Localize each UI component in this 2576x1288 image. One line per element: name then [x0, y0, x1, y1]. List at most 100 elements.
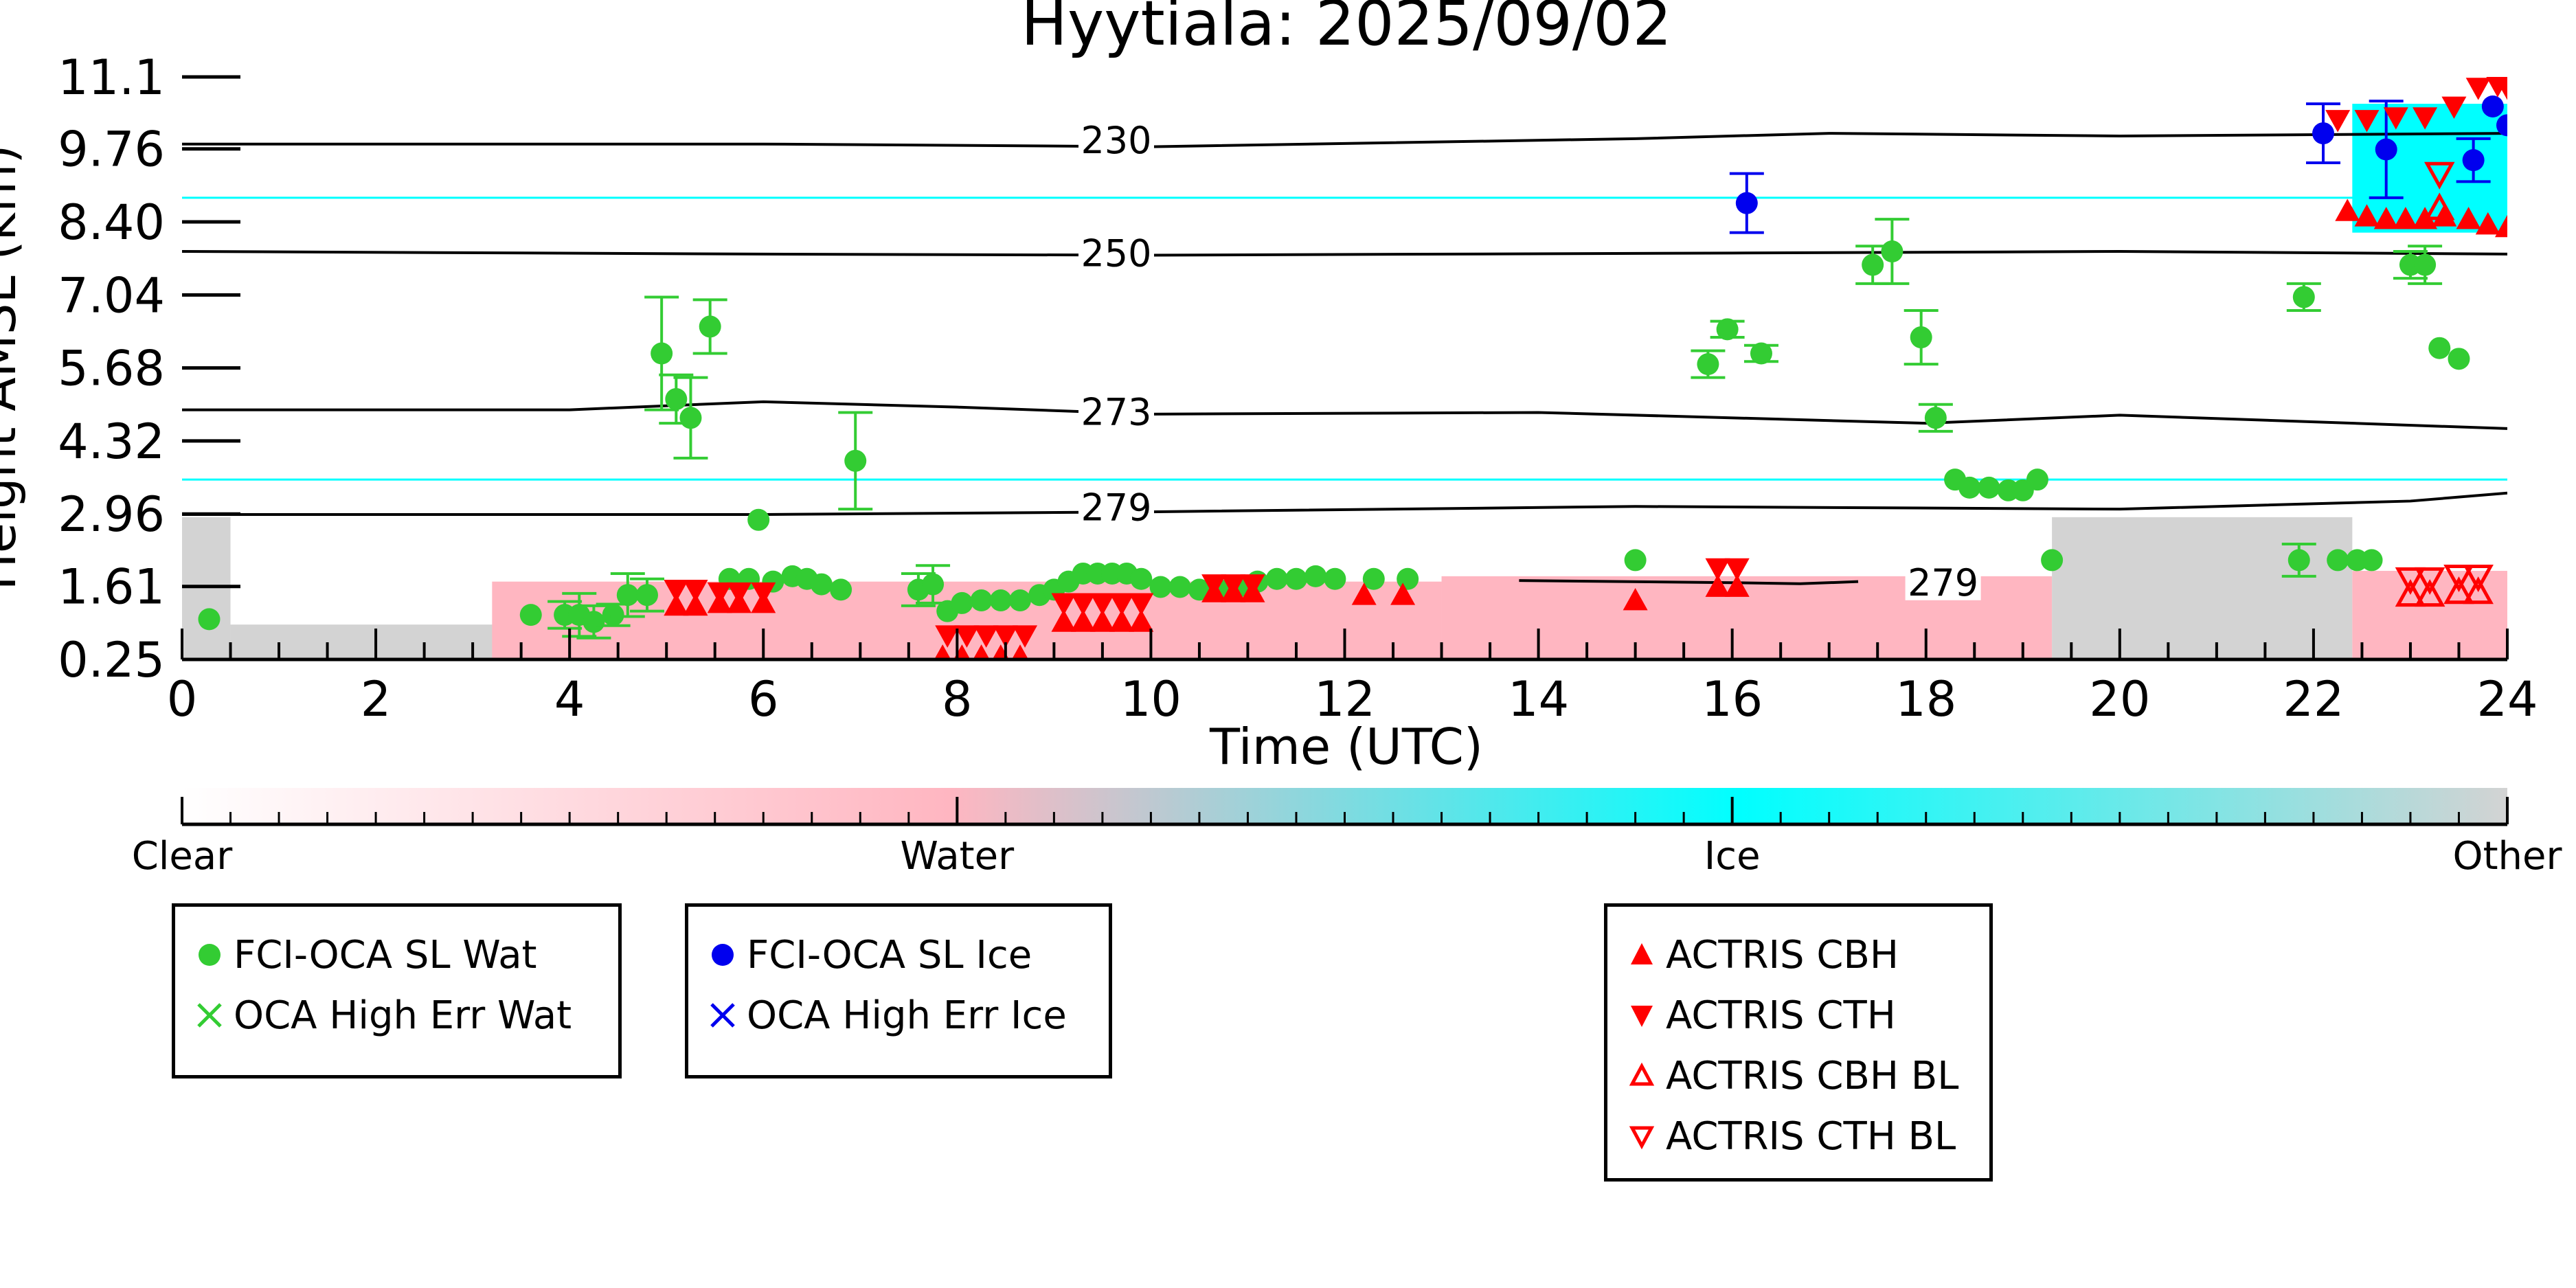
series-actris-cth-bl [2395, 161, 2494, 595]
data-point [707, 582, 732, 605]
data-point [1051, 593, 1076, 615]
data-point [1397, 567, 1419, 590]
y-tick-label: 5.68 [58, 341, 165, 397]
data-point [1089, 593, 1115, 615]
data-point [1009, 589, 1032, 612]
isotherm-label-bg [1078, 392, 1154, 430]
data-point [2441, 96, 2467, 119]
isotherm-line [1519, 579, 1859, 585]
data-point [1978, 476, 2000, 499]
data-point [989, 589, 1012, 612]
data-point [951, 591, 973, 614]
data-point [2354, 110, 2380, 133]
legend-item: OCA High Err Wat [175, 988, 572, 1043]
data-point [1390, 583, 1416, 605]
colorbar-label: Other [2452, 834, 2562, 879]
data-point [1735, 192, 1758, 214]
x-tick-label: 12 [1314, 671, 1375, 727]
data-point [1089, 609, 1115, 632]
legend-label: ACTRIS CTH BL [1666, 1114, 1956, 1159]
x-tick-label: 4 [554, 671, 585, 727]
data-point [2383, 107, 2408, 130]
data-point [1924, 407, 1947, 429]
data-point [664, 579, 689, 602]
data-point [2448, 348, 2470, 370]
data-point [2413, 107, 2438, 130]
data-point [602, 604, 624, 626]
isotherm-label-bg [1078, 120, 1154, 159]
y-tick-label: 4.32 [58, 414, 165, 470]
data-point [1716, 318, 1739, 341]
legend-actris: ACTRIS CBH ACTRIS CTH ACTRIS CBH BL ACTRIS … [1604, 903, 1993, 1182]
data-point [1265, 567, 1288, 590]
isotherm-line [182, 132, 2507, 148]
series-actris-cbh-bl [2395, 192, 2494, 607]
data-point [844, 449, 867, 472]
colorbar-label: Water [901, 834, 1015, 879]
legend-item: FCI-OCA SL Ice [688, 927, 1032, 982]
legend-item: ACTRIS CTH [1607, 988, 1896, 1043]
data-point [2496, 114, 2507, 137]
legend-label: OCA High Err Wat [234, 993, 572, 1038]
data-point [1958, 476, 1981, 499]
y-axis-ticks: 0.25 1.61 2.96 4.32 5.68 7.04 8.40 9.76 11.1 [58, 49, 240, 688]
data-point [1051, 609, 1076, 632]
data-point [683, 593, 708, 616]
data-point [616, 584, 639, 607]
data-point [2375, 138, 2397, 161]
data-point [810, 573, 833, 596]
x-tick-label: 10 [1120, 671, 1182, 727]
data-point [726, 582, 752, 605]
legend-symbol [1618, 1061, 1666, 1091]
legend-symbol [1618, 940, 1666, 970]
legend-label: FCI-OCA SL Ice [747, 932, 1032, 978]
data-point [1129, 593, 1154, 615]
y-tick-label: 1.61 [58, 559, 165, 615]
data-point [2462, 149, 2485, 172]
data-point [922, 573, 945, 596]
data-point [1351, 583, 1377, 605]
data-point [1724, 558, 1750, 581]
data-point [2414, 567, 2445, 595]
legend-symbol [699, 940, 747, 970]
data-point [1201, 574, 1227, 597]
data-point [2495, 78, 2507, 100]
data-point [1705, 558, 1730, 581]
data-point [2428, 337, 2451, 359]
isotherm-label-bg [1078, 233, 1154, 271]
data-point [954, 625, 980, 648]
isotherm-line [182, 491, 2507, 516]
x-tick-label: 14 [1508, 671, 1569, 727]
x-tick-label: 24 [2476, 671, 2538, 727]
data-point [935, 625, 960, 648]
data-point [1623, 588, 1648, 611]
legend-item: OCA High Err Ice [688, 988, 1067, 1043]
legend-symbol [699, 1000, 747, 1030]
legend-label: ACTRIS CBH [1666, 932, 1899, 978]
data-point [1705, 574, 1730, 597]
legend-ice: FCI-OCA SL Ice OCA High Err Ice [685, 903, 1112, 1078]
data-point [583, 611, 605, 633]
classification-region [2052, 517, 2353, 659]
ice-reference-lines [182, 196, 2507, 481]
data-point [1697, 353, 1719, 376]
data-point [2354, 204, 2380, 227]
data-point [1624, 549, 1647, 572]
data-point [973, 625, 999, 648]
data-point [2292, 286, 2315, 308]
data-point [1324, 567, 1346, 590]
classification-region [182, 517, 231, 659]
isotherm-label: 250 [1081, 232, 1151, 275]
isotherm-label: 273 [1081, 391, 1151, 434]
data-point [2026, 468, 2048, 491]
y-tick-label: 9.76 [58, 122, 165, 178]
legend-item: ACTRIS CBH [1607, 927, 1899, 982]
y-axis-label: Height AMSL (km) [0, 145, 27, 591]
data-point [2335, 199, 2360, 221]
data-point [1724, 574, 1750, 597]
data-point [1881, 240, 1903, 263]
data-point [2395, 567, 2426, 595]
x-tick-label: 2 [361, 671, 392, 727]
colorbar-ticks: Clear Water Ice Other [132, 797, 2562, 879]
